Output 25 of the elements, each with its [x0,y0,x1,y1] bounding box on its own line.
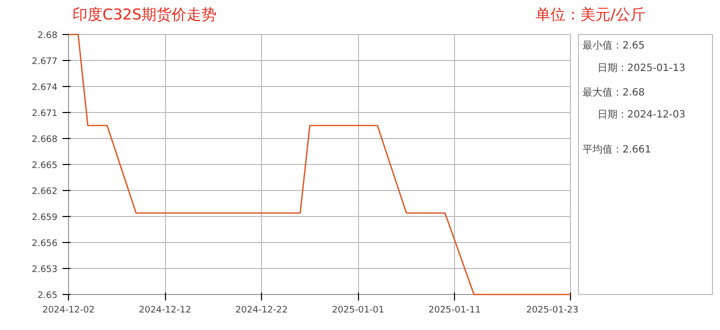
x-tick-label: 2024-12-22 [235,306,288,316]
x-tick-label: 2025-01-23 [526,306,579,316]
x-tick-label: 2025-01-11 [428,306,481,316]
y-tick-label: 2.677 [32,57,58,67]
y-tick-label: 2.659 [32,213,58,223]
y-tick-label: 2.665 [32,161,58,171]
y-tick-label: 2.68 [37,31,58,41]
text: 平均值：2.661 [582,144,652,156]
y-tick-label: 2.668 [32,135,58,145]
x-tick-label: 2025-01-01 [332,306,384,316]
text: 日期：2025-01-13 [597,62,686,74]
y-tick-label: 2.653 [32,265,58,275]
text: 最大值：2.68 [582,86,645,98]
chart-title: 印度C32S期货价走势 [72,6,217,24]
chart-subtitle: 单位：美元/公斤 [535,6,646,24]
y-tick-label: 2.656 [32,239,58,249]
y-tick-label: 2.674 [32,83,58,93]
text: 最小值：2.65 [582,40,645,52]
x-tick-label: 2024-12-02 [42,306,95,316]
y-tick-label: 2.671 [32,109,58,119]
y-tick-label: 2.65 [37,291,58,301]
x-tick-label: 2024-12-12 [138,306,192,316]
y-tick-label: 2.662 [32,187,58,197]
line-series [68,34,572,296]
text: 日期：2024-12-03 [597,108,686,121]
